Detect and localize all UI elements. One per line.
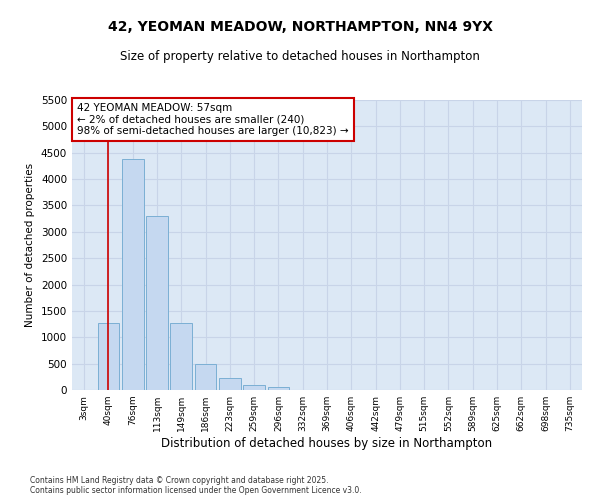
Bar: [268, 387, 289, 390]
Y-axis label: Number of detached properties: Number of detached properties: [25, 163, 35, 327]
Text: 42, YEOMAN MEADOW, NORTHAMPTON, NN4 9YX: 42, YEOMAN MEADOW, NORTHAMPTON, NN4 9YX: [107, 20, 493, 34]
Bar: [194, 364, 217, 390]
Bar: [122, 159, 143, 390]
Bar: [219, 378, 241, 390]
Bar: [146, 216, 168, 390]
Text: 42 YEOMAN MEADOW: 57sqm
← 2% of detached houses are smaller (240)
98% of semi-de: 42 YEOMAN MEADOW: 57sqm ← 2% of detached…: [77, 103, 349, 136]
Text: Size of property relative to detached houses in Northampton: Size of property relative to detached ho…: [120, 50, 480, 63]
Bar: [170, 322, 192, 390]
Text: Contains HM Land Registry data © Crown copyright and database right 2025.
Contai: Contains HM Land Registry data © Crown c…: [30, 476, 362, 495]
Bar: [97, 322, 119, 390]
X-axis label: Distribution of detached houses by size in Northampton: Distribution of detached houses by size …: [161, 437, 493, 450]
Bar: [243, 384, 265, 390]
